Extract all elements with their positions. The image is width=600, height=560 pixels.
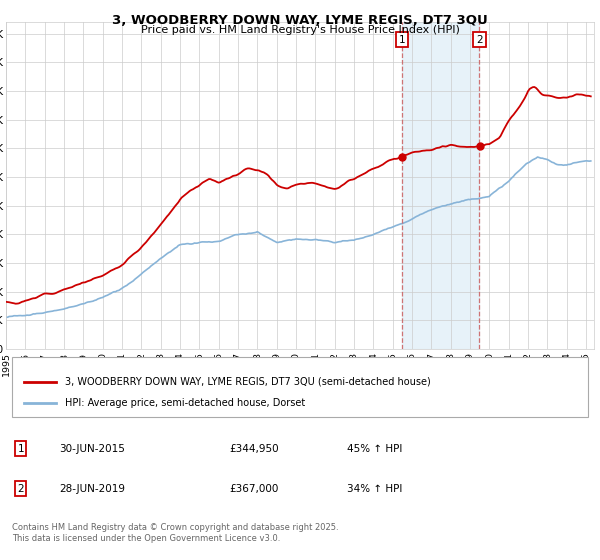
Text: 2: 2 <box>476 35 483 45</box>
Text: 30-JUN-2015: 30-JUN-2015 <box>59 444 125 454</box>
Text: 2: 2 <box>17 484 24 494</box>
Text: 1: 1 <box>17 444 24 454</box>
Bar <box>402 22 479 349</box>
Text: 3, WOODBERRY DOWN WAY, LYME REGIS, DT7 3QU (semi-detached house): 3, WOODBERRY DOWN WAY, LYME REGIS, DT7 3… <box>65 377 431 387</box>
Text: Contains HM Land Registry data © Crown copyright and database right 2025.
This d: Contains HM Land Registry data © Crown c… <box>12 524 338 543</box>
FancyBboxPatch shape <box>12 357 588 417</box>
Text: £344,950: £344,950 <box>229 444 279 454</box>
Text: £367,000: £367,000 <box>229 484 279 494</box>
Text: 34% ↑ HPI: 34% ↑ HPI <box>347 484 403 494</box>
Text: 3, WOODBERRY DOWN WAY, LYME REGIS, DT7 3QU: 3, WOODBERRY DOWN WAY, LYME REGIS, DT7 3… <box>112 14 488 27</box>
Text: 1: 1 <box>399 35 406 45</box>
Text: HPI: Average price, semi-detached house, Dorset: HPI: Average price, semi-detached house,… <box>65 398 305 408</box>
Text: 28-JUN-2019: 28-JUN-2019 <box>59 484 125 494</box>
Text: Price paid vs. HM Land Registry's House Price Index (HPI): Price paid vs. HM Land Registry's House … <box>140 25 460 35</box>
Text: 45% ↑ HPI: 45% ↑ HPI <box>347 444 403 454</box>
